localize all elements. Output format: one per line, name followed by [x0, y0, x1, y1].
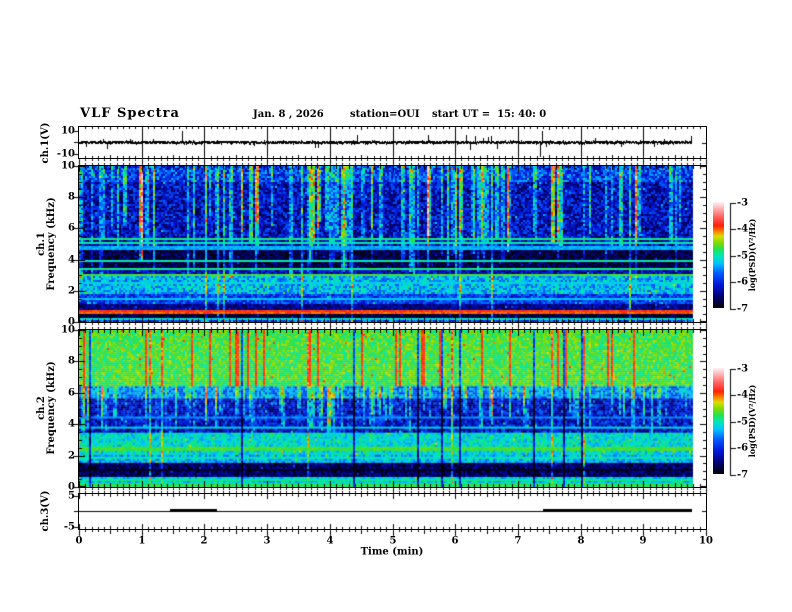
spec1-ytick-6: 6 — [68, 222, 75, 234]
spec2-ytick-6: 6 — [68, 387, 75, 399]
xtick-10: 10 — [699, 535, 713, 547]
xtick-6: 6 — [451, 535, 459, 547]
colorbar-ch2 — [713, 368, 724, 474]
cbar2-tick--3: -3 — [737, 363, 749, 375]
station-label: station=OUI — [350, 109, 420, 120]
ch1-ytick-10: 10 — [61, 125, 75, 137]
spec1-ytick-4: 4 — [68, 254, 75, 266]
spec2-ytick-4: 4 — [68, 418, 75, 430]
cbar1-tick--6: -6 — [737, 276, 749, 288]
ch2-frequency-axis-label-line2: Frequency (kHz) — [46, 361, 57, 455]
spec1-ytick-10: 10 — [61, 160, 75, 172]
cbar1-tick--3: -3 — [737, 197, 749, 209]
cbar2-tick--7: -7 — [737, 469, 749, 481]
spec1-ytick-0: 0 — [68, 316, 75, 328]
cbar1-tick--7: -7 — [737, 303, 749, 315]
ch1-waveform-panel — [78, 126, 707, 159]
ch3-ytick-5: 5 — [68, 490, 75, 502]
ch2-frequency-axis-label: ch.2 Frequency (kHz) — [36, 361, 57, 455]
cbar1-tick--5: -5 — [737, 250, 749, 262]
cbar2-tick--5: -5 — [737, 416, 749, 428]
ch3-waveform-panel — [78, 493, 707, 530]
xtick-0: 0 — [75, 535, 83, 547]
figure-title: VLF Spectra — [80, 106, 180, 121]
cbar2-tick--4: -4 — [737, 389, 749, 401]
ch2-spectrogram-canvas — [79, 330, 706, 487]
xtick-4: 4 — [326, 535, 334, 547]
xtick-1: 1 — [138, 535, 146, 547]
ch1-frequency-axis-label-line2: Frequency (kHz) — [46, 197, 57, 291]
spec2-ytick-0: 0 — [68, 481, 75, 493]
xtick-3: 3 — [263, 535, 271, 547]
colorbar-ch1 — [713, 202, 724, 308]
spec1-ytick-8: 8 — [68, 191, 75, 203]
xtick-7: 7 — [514, 535, 522, 547]
colorbar-ch2-label: log(PSD)(V²/Hz) — [747, 384, 757, 458]
cbar1-tick--4: -4 — [737, 223, 749, 235]
cbar2-tick--6: -6 — [737, 442, 749, 454]
spec1-ytick-2: 2 — [68, 285, 75, 297]
spec2-ytick-10: 10 — [61, 324, 75, 336]
xtick-5: 5 — [389, 535, 397, 547]
ch1-spectrogram-canvas — [79, 166, 706, 322]
time-axis-label: Time (min) — [360, 546, 424, 558]
date-label: Jan. 8 , 2026 — [253, 109, 324, 120]
start-ut-label: start UT = 15: 40: 0 — [432, 109, 547, 120]
ch1-spectrogram-panel — [78, 165, 707, 323]
colorbar-ch1-label: log(PSD)(V²/Hz) — [747, 218, 757, 292]
ch3-ytick--5: -5 — [63, 521, 75, 533]
spec2-ytick-2: 2 — [68, 450, 75, 462]
ch3-waveform-canvas — [79, 494, 706, 529]
ch1-voltage-axis-label: ch.1(V) — [40, 122, 51, 164]
xtick-2: 2 — [200, 535, 208, 547]
ch1-ytick--10: -10 — [56, 148, 75, 160]
xtick-9: 9 — [639, 535, 647, 547]
ch1-frequency-axis-label: ch.1 Frequency (kHz) — [36, 197, 57, 291]
spec2-ytick-8: 8 — [68, 355, 75, 367]
ch2-spectrogram-panel — [78, 329, 707, 488]
xtick-8: 8 — [577, 535, 585, 547]
ch1-waveform-canvas — [79, 127, 706, 158]
ch3-voltage-axis-label: ch.3(V) — [40, 490, 51, 532]
